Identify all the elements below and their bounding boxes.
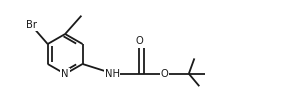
Text: NH: NH <box>105 69 120 79</box>
Text: N: N <box>61 69 69 79</box>
Text: O: O <box>161 69 168 79</box>
Text: O: O <box>136 36 143 46</box>
Text: Br: Br <box>26 20 37 30</box>
